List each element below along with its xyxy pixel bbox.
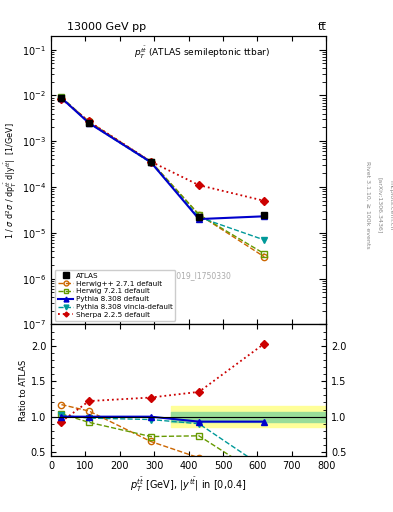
Text: Rivet 3.1.10, ≥ 100k events: Rivet 3.1.10, ≥ 100k events [365,161,370,249]
Text: tt̅: tt̅ [318,22,326,32]
Legend: ATLAS, Herwig++ 2.7.1 default, Herwig 7.2.1 default, Pythia 8.308 default, Pythi: ATLAS, Herwig++ 2.7.1 default, Herwig 7.… [55,270,175,321]
Text: [arXiv:1306.3436]: [arXiv:1306.3436] [377,177,382,233]
Text: ATLAS_2019_I1750330: ATLAS_2019_I1750330 [145,271,232,280]
X-axis label: $p_T^{t\bar{t}}$ [GeV], |$y^{t\bar{t}}$| in [0,0.4]: $p_T^{t\bar{t}}$ [GeV], |$y^{t\bar{t}}$|… [130,476,247,494]
Y-axis label: 1 / $\sigma$ d$^2\sigma$ / dp$_T^{t\bar{t}}$ d|y$^{t\bar{t}}$|  [1/GeV]: 1 / $\sigma$ d$^2\sigma$ / dp$_T^{t\bar{… [3,122,19,239]
Y-axis label: Ratio to ATLAS: Ratio to ATLAS [19,359,28,421]
Text: $p_T^{t\bar{t}}$ (ATLAS semileptonic ttbar): $p_T^{t\bar{t}}$ (ATLAS semileptonic ttb… [134,45,270,61]
Text: 13000 GeV pp: 13000 GeV pp [67,22,146,32]
Text: mcplots.cern.ch: mcplots.cern.ch [389,180,393,230]
